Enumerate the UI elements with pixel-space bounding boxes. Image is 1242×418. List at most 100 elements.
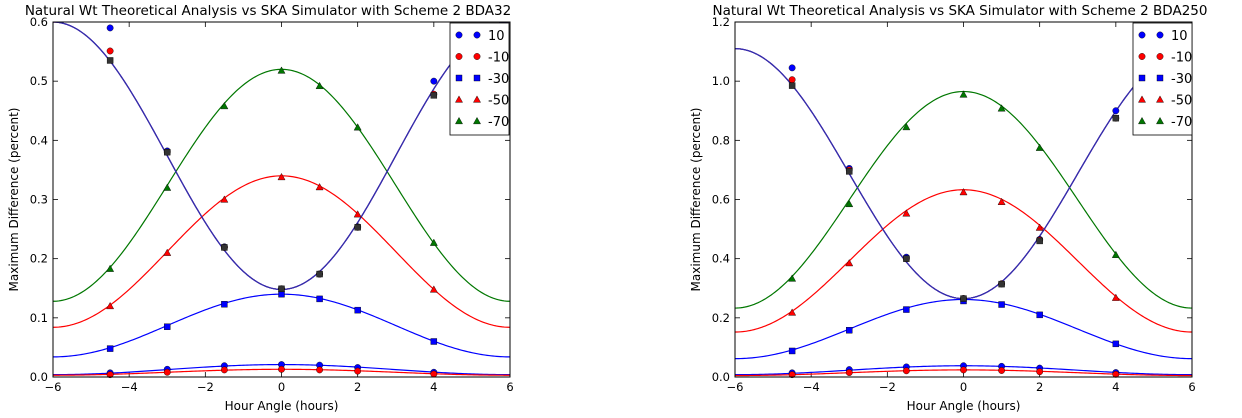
data-point--30 <box>106 345 114 352</box>
y-axis-label: Maximum Difference (percent) <box>7 108 21 292</box>
legend-marker--30 <box>455 74 463 82</box>
data-point-u--30 <box>106 57 114 64</box>
legend-marker--70 <box>1156 116 1164 125</box>
chart-left: Natural Wt Theoretical Analysis vs SKA S… <box>7 3 514 413</box>
y-tick-label: 0.3 <box>30 193 48 207</box>
legend-label: 10 <box>1171 29 1188 44</box>
legend-label: -50 <box>488 94 509 109</box>
data-point--70 <box>1111 250 1120 258</box>
data-point--50 <box>220 195 229 203</box>
legend-marker--50 <box>473 95 481 103</box>
data-point--70 <box>788 274 797 282</box>
x-axis-label: Hour Angle (hours) <box>225 399 339 413</box>
data-point--50 <box>1111 293 1120 301</box>
data-point-u--30 <box>164 148 171 156</box>
legend-marker-10 <box>455 31 463 39</box>
legend-label: -70 <box>488 115 509 130</box>
data-point-u--30 <box>903 255 910 262</box>
y-tick-label: 0.5 <box>30 74 48 88</box>
data-point--70 <box>353 123 362 131</box>
y-tick-label: 0.8 <box>712 133 730 147</box>
legend-label: -30 <box>488 72 509 87</box>
legend-marker--10 <box>1156 53 1164 60</box>
data-point-low--10 <box>845 369 853 376</box>
data-point-low--10 <box>1036 368 1044 376</box>
data-point--70 <box>220 102 229 110</box>
plot-frame <box>734 21 1193 378</box>
data-point--70 <box>106 264 115 272</box>
x-tick-label: 0 <box>960 380 967 394</box>
data-point-low--10 <box>1112 370 1120 378</box>
x-tick-label: 4 <box>430 380 437 394</box>
data-point-u--30 <box>354 224 361 231</box>
legend-marker-10 <box>1138 31 1146 39</box>
data-point-low--10 <box>106 371 114 379</box>
legend-label: 10 <box>488 29 505 44</box>
legend-marker-10 <box>473 31 481 39</box>
data-point-low--10 <box>788 371 796 379</box>
x-tick-label: 2 <box>1036 380 1043 394</box>
data-point--50 <box>429 285 438 293</box>
data-point--30 <box>430 338 438 345</box>
legend-marker--30 <box>1156 74 1164 82</box>
data-point-u--30 <box>316 270 323 278</box>
data-point--70 <box>902 123 911 131</box>
legend-marker--10 <box>455 53 463 60</box>
data-point--10 <box>788 76 796 84</box>
data-point-low--10 <box>278 365 285 373</box>
data-point--70 <box>429 238 438 246</box>
x-tick-label: 6 <box>506 380 513 394</box>
data-point--50 <box>106 301 115 310</box>
x-tick-label: −2 <box>879 380 896 394</box>
data-point--10 <box>106 47 114 55</box>
legend-marker-10 <box>1156 31 1164 39</box>
data-point-10 <box>1112 107 1120 115</box>
data-point--30 <box>221 301 228 308</box>
x-tick-label: −2 <box>197 380 214 394</box>
legend-label: -50 <box>1171 94 1192 109</box>
data-point-10 <box>430 77 438 85</box>
legend-label: -10 <box>488 51 509 66</box>
data-point--50 <box>353 210 362 218</box>
data-point--50 <box>845 259 854 267</box>
y-tick-label: 0.6 <box>712 193 730 207</box>
legend-label: -30 <box>1171 72 1192 87</box>
legend-label: -70 <box>1171 115 1192 130</box>
data-point--30 <box>846 327 853 334</box>
data-point-u--30 <box>1112 114 1120 122</box>
data-point-low--10 <box>960 366 967 374</box>
data-point--30 <box>788 347 796 355</box>
data-point-10 <box>106 24 114 32</box>
legend-marker--70 <box>473 116 481 125</box>
data-point--30 <box>998 301 1005 308</box>
data-point-u--30 <box>846 168 853 175</box>
y-tick-label: 0.0 <box>712 370 730 384</box>
markers <box>106 24 438 379</box>
chart-title: Natural Wt Theoretical Analysis vs SKA S… <box>25 3 511 19</box>
data-point-low--10 <box>354 367 362 375</box>
data-point-low--10 <box>220 366 228 374</box>
data-point--70 <box>845 199 854 208</box>
data-point--30 <box>316 295 323 303</box>
data-point-u--30 <box>960 295 967 302</box>
y-tick-label: 0.1 <box>30 311 48 325</box>
y-tick-label: 0.6 <box>30 15 48 29</box>
data-point--50 <box>163 248 172 256</box>
data-point-low--10 <box>163 368 171 376</box>
x-tick-label: −4 <box>121 380 138 394</box>
y-axis-label: Maximum Difference (percent) <box>689 108 703 292</box>
data-point-low--10 <box>902 367 910 375</box>
data-point--70 <box>277 66 286 74</box>
plot-frame <box>52 21 511 378</box>
data-point-low--10 <box>998 367 1005 374</box>
data-point-u--30 <box>430 92 438 99</box>
legend-label: -10 <box>1171 51 1192 66</box>
chart-title: Natural Wt Theoretical Analysis vs SKA S… <box>713 3 1208 19</box>
x-tick-label: 2 <box>354 380 361 394</box>
y-tick-label: 0.0 <box>30 370 48 384</box>
y-tick-label: 1.0 <box>712 74 730 88</box>
legend-marker--30 <box>1138 74 1146 82</box>
legend-marker--50 <box>1156 95 1164 103</box>
data-point--30 <box>1112 340 1120 348</box>
